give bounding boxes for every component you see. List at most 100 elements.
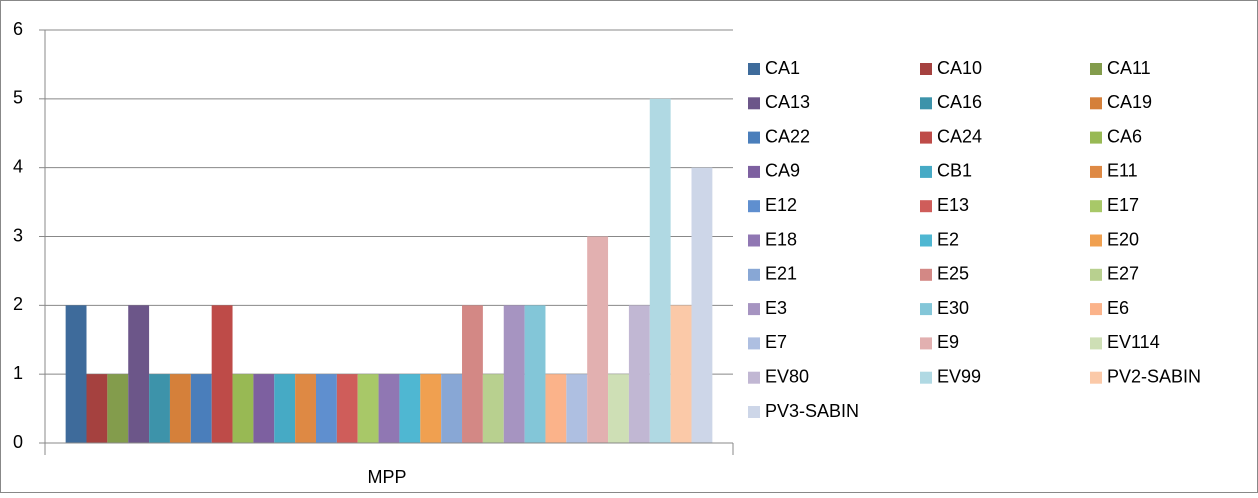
legend-label: E9 [937,332,959,352]
y-tick-label: 3 [13,225,23,245]
legend-label: CA11 [1107,58,1151,78]
legend-label: CA1 [765,58,800,78]
legend-swatch [748,63,760,75]
legend-label: E30 [937,298,969,318]
legend-label: E6 [1107,298,1129,318]
bar [691,167,713,443]
legend-swatch [1090,371,1102,384]
legend-swatch [920,234,932,247]
y-tick-label: 0 [13,432,23,452]
legend-swatch [920,200,932,213]
bar [315,374,337,443]
legend-label: E12 [765,195,797,215]
bar [149,374,170,443]
legend-swatch [748,165,760,178]
bar [253,374,275,443]
bar [566,374,588,443]
legend-swatch [748,131,760,144]
legend-swatch [748,268,760,281]
legend-label: E7 [765,332,787,352]
bar [169,374,191,443]
legend-swatch [920,337,932,350]
legend-swatch [1090,131,1102,144]
bar [462,305,483,443]
legend-swatch [920,131,932,144]
x-tick-label: MPP [367,467,406,487]
legend-label: PV2-SABIN [1107,366,1201,386]
bar [545,374,567,443]
legend-swatch [920,97,932,110]
bar [274,374,296,443]
legend-swatch [920,165,932,178]
bar [628,305,650,443]
legend-label: CA13 [765,92,810,112]
bar [420,374,442,443]
bar [336,374,358,443]
bar [524,305,546,443]
y-tick-label: 6 [13,19,23,39]
legend-label: CA10 [937,58,982,78]
legend-label: CA19 [1107,92,1152,112]
legend-swatch [920,303,932,316]
legend-swatch [1090,303,1102,316]
legend-label: E20 [1107,229,1139,249]
legend-swatch [1090,337,1102,350]
legend-label: EV114 [1107,332,1160,352]
bar [295,374,316,443]
bar [128,305,150,443]
legend-label: E17 [1107,195,1139,215]
legend-label: E3 [765,298,787,318]
legend-label: E18 [765,229,797,249]
bar [232,374,254,443]
bar [107,374,129,443]
legend-label: PV3-SABIN [765,401,859,421]
bar [357,374,379,443]
legend-swatch [920,63,932,75]
bar [608,374,629,443]
bar [190,374,212,443]
bar [670,305,692,443]
legend-swatch [748,234,760,247]
legend-label: CA24 [937,126,982,146]
legend-swatch [920,268,932,281]
y-tick-label: 2 [13,294,23,314]
legend-swatch [920,371,932,384]
legend-label: E27 [1107,264,1139,284]
legend-swatch [748,406,760,418]
legend-label: E21 [765,264,797,284]
legend-swatch [1090,268,1102,281]
y-tick-label: 1 [13,363,23,383]
legend-label: EV99 [937,366,981,386]
bar [86,374,108,443]
legend-swatch [1090,234,1102,247]
bar [211,305,233,443]
legend-label: CA6 [1107,126,1142,146]
y-tick-label: 5 [13,88,23,108]
legend-swatch [1090,200,1102,213]
legend-swatch [1090,63,1102,75]
bar [503,305,525,443]
legend-label: EV80 [765,366,809,386]
legend-label: CA22 [765,126,810,146]
legend-swatch [748,371,760,384]
legend-swatch [748,200,760,213]
bar [378,374,400,443]
legend-label: CA9 [765,161,800,181]
bar [482,374,504,443]
legend-label: E13 [937,195,969,215]
bar [587,236,609,443]
legend-label: E11 [1107,161,1138,181]
y-tick-label: 4 [13,156,23,176]
legend-label: CA16 [937,92,982,112]
legend-swatch [748,303,760,316]
bar [649,98,671,443]
legend-swatch [1090,165,1102,178]
legend-label: E25 [937,264,969,284]
legend-swatch [1090,97,1102,110]
legend-swatch [748,97,760,110]
legend-label: CB1 [937,161,972,181]
legend-label: E2 [937,229,959,249]
bar [399,374,421,443]
bar [65,305,87,443]
